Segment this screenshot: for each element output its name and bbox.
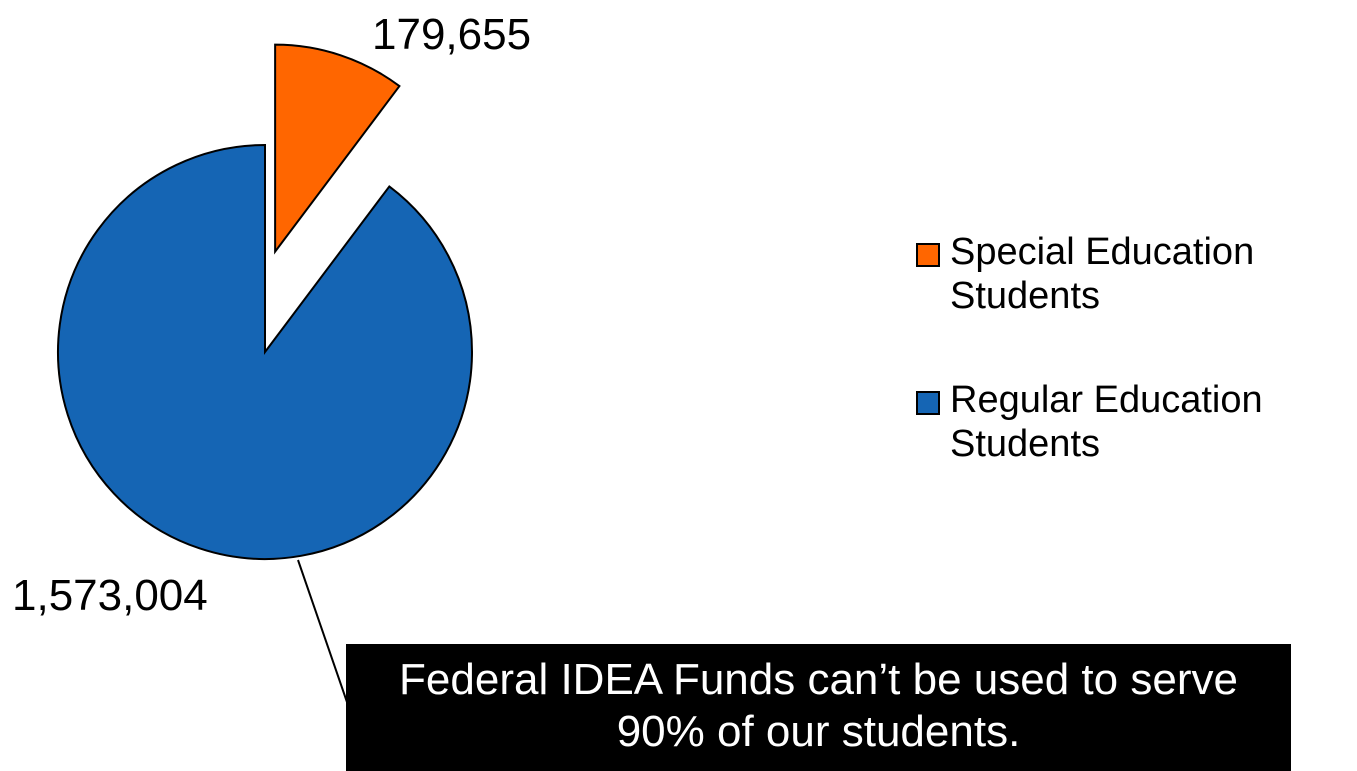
legend-swatch-regular [916, 391, 940, 415]
callout-line-1: Federal IDEA Funds can’t be used to serv… [399, 655, 1238, 704]
legend-swatch-special [916, 243, 940, 267]
data-label-regular: 1,573,004 [12, 571, 208, 620]
callout-line-2: 90% of our students. [616, 707, 1021, 756]
data-label-special: 179,655 [372, 10, 532, 59]
callout-leader-line [297, 559, 349, 706]
slice-special-education [274, 43, 401, 255]
chart-legend: Special Education Students Regular Educa… [912, 230, 1352, 526]
legend-label-regular: Regular Education Students [950, 379, 1263, 465]
callout-box: Federal IDEA Funds can’t be used to serv… [346, 644, 1291, 771]
legend-label-special: Special Education Students [950, 231, 1255, 317]
legend-item-regular: Regular Education Students [912, 378, 1352, 466]
slice-regular-education [57, 143, 473, 560]
legend-item-special: Special Education Students [912, 230, 1352, 318]
